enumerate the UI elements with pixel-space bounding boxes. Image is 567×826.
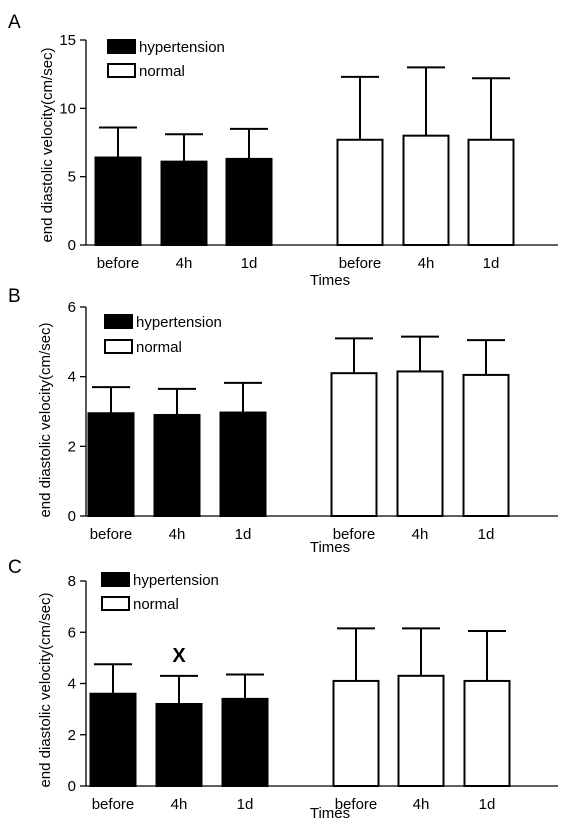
bar-hypertension	[153, 413, 201, 518]
x-tick-label: 1d	[478, 526, 495, 543]
bar-normal	[467, 138, 515, 246]
x-tick-label: 4h	[169, 526, 186, 543]
bar-normal	[336, 138, 384, 246]
x-tick-label: 1d	[241, 255, 258, 272]
bar-hypertension	[87, 412, 135, 517]
bar-normal	[396, 370, 444, 518]
y-tick-label: 8	[68, 573, 76, 590]
bar-normal	[332, 679, 380, 787]
x-tick-label: 4h	[413, 796, 430, 813]
y-tick-label: 2	[68, 727, 76, 744]
x-tick-label: 4h	[412, 526, 429, 543]
bar-hypertension	[225, 157, 273, 246]
bar-normal	[330, 372, 378, 517]
x-tick-label: before	[339, 255, 382, 272]
legend-swatch-normal	[104, 339, 133, 354]
bar-normal	[397, 674, 445, 787]
x-tick-label: 1d	[235, 526, 252, 543]
legend-swatch-normal	[101, 596, 130, 611]
chart-panel-c: C 0 2 4 6 8 end diastolic velocity(cm/sec) befo…	[8, 557, 558, 822]
bar-hypertension	[155, 703, 203, 787]
legend-swatch-hypertension	[104, 314, 133, 329]
annotation-mark: X	[172, 645, 186, 667]
y-tick-label: 0	[68, 508, 76, 525]
y-axis-title: end diastolic velocity(cm/sec)	[39, 47, 56, 242]
y-tick-label: 4	[68, 676, 76, 693]
x-tick-label: 4h	[418, 255, 435, 272]
bar-hypertension	[160, 160, 208, 246]
bar-normal	[462, 373, 510, 517]
legend-label: normal	[133, 596, 179, 613]
legend-label: normal	[139, 63, 185, 80]
x-axis-title: Times	[310, 272, 350, 289]
x-axis-title: Times	[310, 805, 350, 822]
y-tick-label: 10	[59, 100, 76, 117]
x-tick-label: before	[90, 526, 133, 543]
bar-hypertension	[89, 692, 137, 787]
legend-label: normal	[136, 339, 182, 356]
panel-label: B	[8, 286, 21, 307]
legend-swatch-hypertension	[107, 39, 136, 54]
panel-label: A	[8, 12, 21, 33]
legend-swatch-normal	[107, 63, 136, 78]
y-tick-label: 0	[68, 778, 76, 795]
legend-label: hypertension	[136, 314, 222, 331]
y-tick-label: 5	[68, 169, 76, 186]
bar-hypertension	[221, 697, 269, 787]
x-tick-label: 4h	[176, 255, 193, 272]
x-axis-title: Times	[310, 539, 350, 556]
x-tick-label: 4h	[171, 796, 188, 813]
x-tick-label: 1d	[237, 796, 254, 813]
x-tick-label: 1d	[479, 796, 496, 813]
y-axis-title: end diastolic velocity(cm/sec)	[37, 592, 54, 787]
x-tick-label: before	[333, 526, 376, 543]
legend-label: hypertension	[133, 572, 219, 589]
x-tick-label: before	[97, 255, 140, 272]
y-tick-label: 4	[68, 369, 76, 386]
legend-swatch-hypertension	[101, 572, 130, 587]
y-tick-label: 0	[68, 237, 76, 254]
bar-hypertension	[219, 411, 267, 518]
x-tick-label: before	[92, 796, 135, 813]
bar-normal	[463, 679, 511, 787]
x-tick-label: 1d	[483, 255, 500, 272]
y-tick-label: 6	[68, 624, 76, 641]
legend-label: hypertension	[139, 39, 225, 56]
bar-hypertension	[94, 156, 142, 247]
y-tick-label: 6	[68, 299, 76, 316]
panel-label: C	[8, 557, 22, 578]
y-tick-label: 15	[59, 32, 76, 49]
x-tick-label: before	[335, 796, 378, 813]
chart-panel-b: B 0 2 4 6 end diastolic velocity(cm/sec) befor…	[8, 286, 558, 556]
y-tick-label: 2	[68, 438, 76, 455]
bar-normal	[402, 134, 450, 247]
y-axis-title: end diastolic velocity(cm/sec)	[37, 322, 54, 517]
